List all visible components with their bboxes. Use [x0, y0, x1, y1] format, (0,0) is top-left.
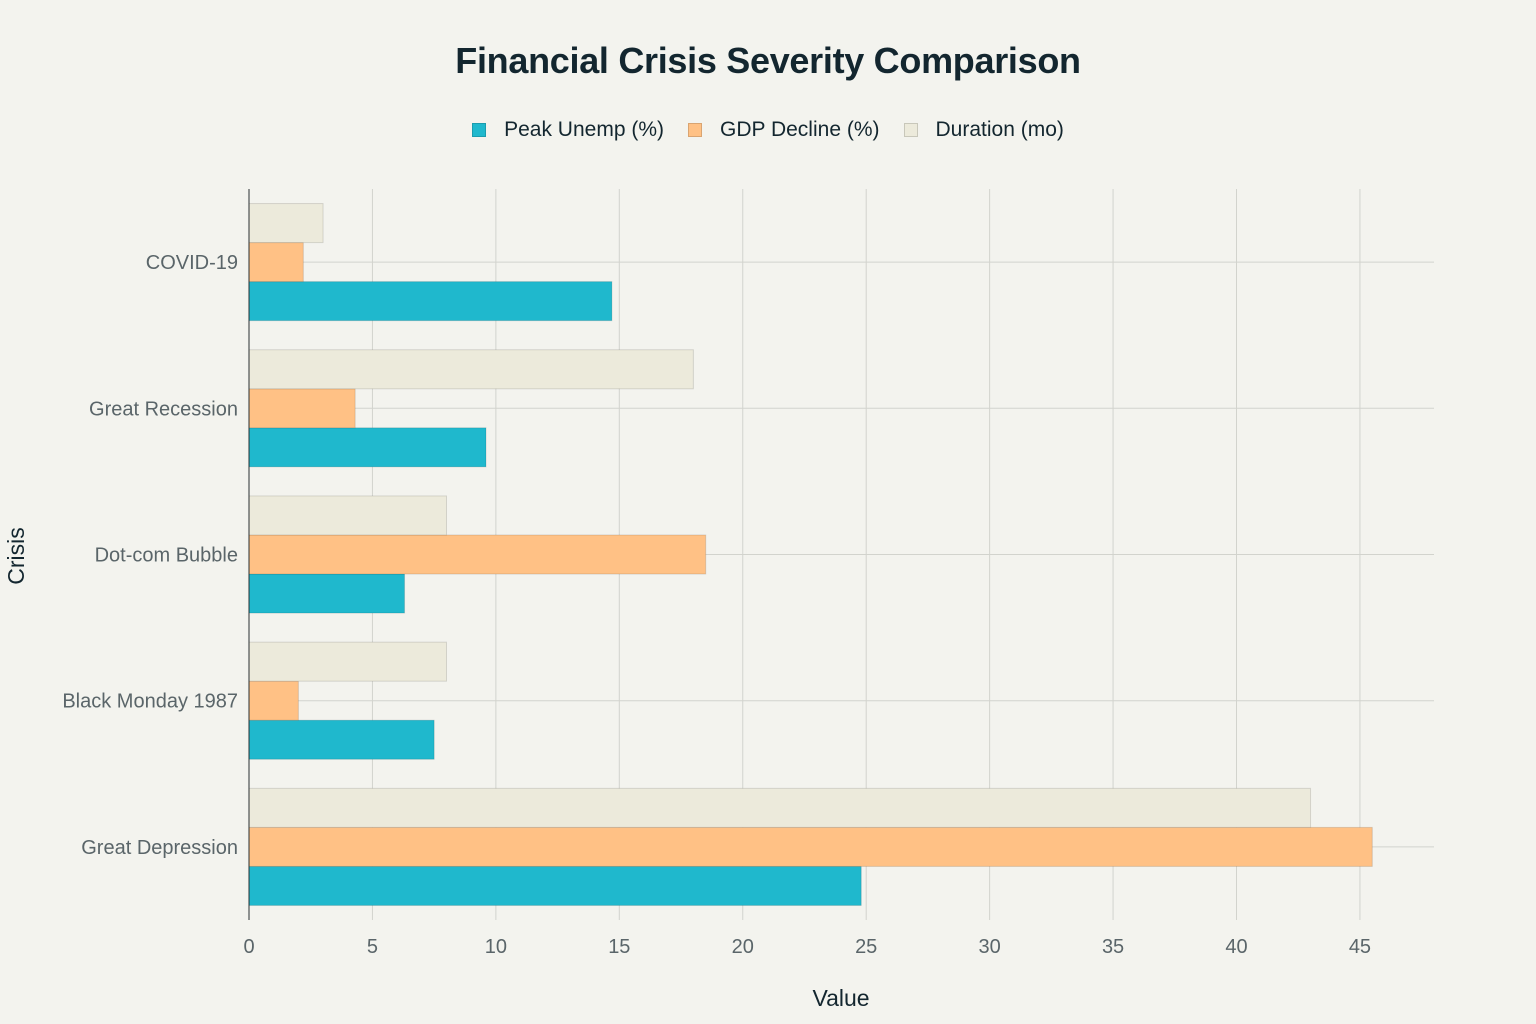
x-tick-label: 30: [979, 936, 1001, 958]
bar-gdp-decline-covid-19[interactable]: [248, 242, 304, 283]
x-tick-label: 45: [1349, 936, 1371, 958]
y-tick-label: Dot-com Bubble: [95, 545, 238, 567]
bar-peak-unemp-great-depression[interactable]: [248, 865, 862, 906]
y-tick-label: COVID-19: [146, 252, 238, 274]
x-tick-label: 40: [1225, 936, 1247, 958]
x-tick-label: 20: [732, 936, 754, 958]
y-tick-label: Great Recession: [89, 398, 238, 420]
bar-peak-unemp-dot-com-bubble[interactable]: [248, 573, 406, 614]
bar-duration-mo-dot-com-bubble[interactable]: [248, 495, 447, 536]
bar-duration-mo-great-recession[interactable]: [248, 349, 694, 390]
chart-title: Financial Crisis Severity Comparison: [455, 40, 1081, 81]
x-tick-label: 5: [367, 936, 378, 958]
y-axis-title: Crisis: [3, 527, 29, 585]
bar-duration-mo-great-depression[interactable]: [248, 787, 1312, 828]
bar-gdp-decline-great-recession[interactable]: [248, 388, 356, 429]
x-tick-label: 0: [243, 936, 254, 958]
legend: Peak Unemp (%) GDP Decline (%) Duration …: [0, 118, 1536, 142]
bar-peak-unemp-great-recession[interactable]: [248, 427, 487, 468]
legend-swatch-gdp-decline: [688, 123, 702, 137]
bar-peak-unemp-covid-19[interactable]: [248, 281, 613, 322]
bar-gdp-decline-dot-com-bubble[interactable]: [248, 534, 707, 575]
legend-swatch-peak-unemp: [472, 123, 487, 137]
x-tick-label: 25: [855, 936, 877, 958]
y-tick-label: Great Depression: [81, 837, 238, 859]
legend-swatch-duration: [903, 123, 918, 137]
bar-gdp-decline-great-depression[interactable]: [248, 826, 1373, 867]
legend-item-duration[interactable]: Duration (mo): [903, 118, 1064, 142]
x-tick-label: 15: [608, 936, 630, 958]
bar-gdp-decline-black-monday-1987[interactable]: [248, 680, 299, 721]
x-tick-label: 35: [1102, 936, 1124, 958]
bar-layer: [248, 203, 1373, 906]
legend-label-duration: Duration (mo): [935, 118, 1064, 141]
bar-duration-mo-covid-19[interactable]: [248, 203, 324, 244]
x-tick-label: 10: [485, 936, 507, 958]
bar-duration-mo-black-monday-1987[interactable]: [248, 641, 447, 682]
axis-layer: 0 5 10 15 20 25 30 35 40 45 COVID-19 Great Recessio…: [62, 189, 1371, 958]
legend-label-gdp-decline: GDP Decline (%): [720, 118, 880, 141]
legend-item-gdp-decline[interactable]: GDP Decline (%): [688, 118, 880, 142]
bar-peak-unemp-black-monday-1987[interactable]: [248, 719, 435, 760]
legend-item-peak-unemp[interactable]: Peak Unemp (%): [472, 118, 664, 142]
y-tick-label: Black Monday 1987: [62, 691, 238, 713]
x-axis-title: Value: [812, 985, 869, 1011]
legend-label-peak-unemp: Peak Unemp (%): [504, 118, 664, 141]
